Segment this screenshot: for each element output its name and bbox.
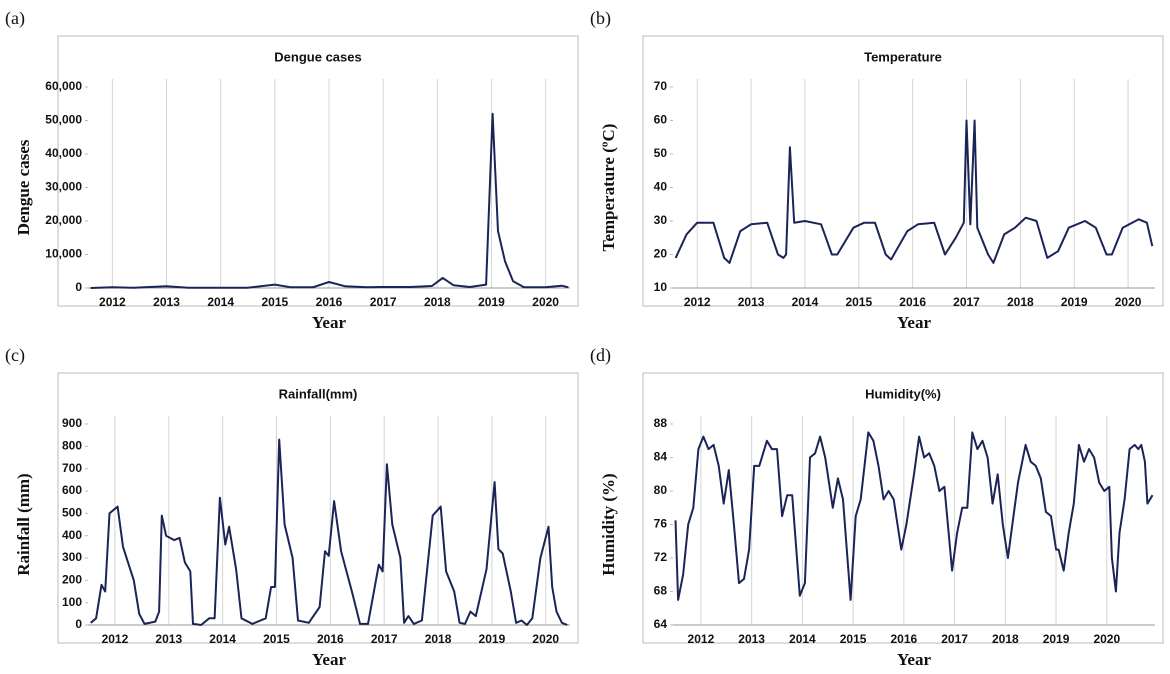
x-tick-label: 2017 xyxy=(941,632,968,646)
y-tick-label: 70 xyxy=(654,79,668,93)
y-tick-label: 60 xyxy=(654,113,668,127)
x-axis-title: Year xyxy=(897,650,931,669)
x-tick-label: 2019 xyxy=(1043,632,1070,646)
y-tick-label: 40,000 xyxy=(45,146,82,160)
x-tick-label: 2014 xyxy=(207,295,234,309)
data-line xyxy=(674,431,1154,601)
y-axis-title: Temperature (ºC) xyxy=(599,124,618,252)
y-tick-label: 800 xyxy=(62,439,82,453)
y-tick-label: 400 xyxy=(62,528,82,542)
y-tick-label: 50 xyxy=(654,146,668,160)
y-tick-label: 10,000 xyxy=(45,247,82,261)
panel-label: (d) xyxy=(590,345,611,366)
x-tick-label: 2018 xyxy=(1007,295,1034,309)
x-tick-label: 2013 xyxy=(155,632,182,646)
x-tick-label: 2015 xyxy=(261,295,288,309)
y-tick-label: 30,000 xyxy=(45,180,82,194)
x-tick-label: 2019 xyxy=(479,632,506,646)
panel-label: (a) xyxy=(5,8,25,29)
x-axis-title: Year xyxy=(897,313,931,332)
y-tick-label: 88 xyxy=(654,416,668,430)
y-tick-label: 68 xyxy=(654,584,668,598)
y-tick-label: 700 xyxy=(62,461,82,475)
x-tick-label: 2014 xyxy=(209,632,236,646)
y-axis-title: Rainfall (mm) xyxy=(14,473,33,575)
y-tick-label: 300 xyxy=(62,550,82,564)
x-tick-label: 2020 xyxy=(532,632,559,646)
y-tick-label: 40 xyxy=(654,180,668,194)
x-tick-label: 2018 xyxy=(424,295,451,309)
x-tick-label: 2013 xyxy=(738,295,765,309)
x-tick-label: 2019 xyxy=(1061,295,1088,309)
x-tick-label: 2020 xyxy=(1093,632,1120,646)
x-tick-label: 2014 xyxy=(792,295,819,309)
x-tick-label: 2012 xyxy=(684,295,711,309)
plot-frame xyxy=(57,35,579,307)
x-axis-title: Year xyxy=(312,650,346,669)
panel-label: (b) xyxy=(590,8,611,29)
y-tick-label: 100 xyxy=(62,595,82,609)
chart-title: Temperature xyxy=(864,49,942,64)
x-tick-label: 2017 xyxy=(371,632,398,646)
x-tick-label: 2015 xyxy=(263,632,290,646)
x-tick-label: 2019 xyxy=(478,295,505,309)
y-tick-label: 500 xyxy=(62,506,82,520)
x-tick-label: 2014 xyxy=(789,632,816,646)
y-tick-label: 60,000 xyxy=(45,79,82,93)
y-tick-label: 20 xyxy=(654,247,668,261)
y-tick-label: 200 xyxy=(62,573,82,587)
plot-frame xyxy=(57,372,579,644)
x-tick-label: 2012 xyxy=(102,632,129,646)
x-tick-label: 2015 xyxy=(840,632,867,646)
x-tick-label: 2016 xyxy=(899,295,926,309)
x-tick-label: 2012 xyxy=(99,295,126,309)
x-tick-label: 2016 xyxy=(316,295,343,309)
y-tick-label: 50,000 xyxy=(45,113,82,127)
chart-title: Dengue cases xyxy=(274,49,361,64)
y-tick-label: 76 xyxy=(654,517,668,531)
data-line xyxy=(674,119,1154,264)
y-axis-title: Dengue cases xyxy=(14,139,33,235)
x-axis-title: Year xyxy=(312,313,346,332)
y-tick-label: 72 xyxy=(654,550,668,564)
x-tick-label: 2015 xyxy=(845,295,872,309)
x-tick-label: 2018 xyxy=(425,632,452,646)
chart-title: Rainfall(mm) xyxy=(279,386,358,401)
y-tick-label: 0 xyxy=(75,280,82,294)
y-tick-label: 30 xyxy=(654,213,668,227)
y-tick-label: 600 xyxy=(62,483,82,497)
y-tick-label: 80 xyxy=(654,483,668,497)
chart-title: Humidity(%) xyxy=(865,386,941,401)
y-tick-label: 900 xyxy=(62,416,82,430)
plot-frame xyxy=(642,35,1164,307)
plot-frame xyxy=(642,372,1164,644)
x-tick-label: 2017 xyxy=(370,295,397,309)
y-tick-label: 20,000 xyxy=(45,213,82,227)
x-tick-label: 2018 xyxy=(992,632,1019,646)
y-tick-label: 84 xyxy=(654,450,668,464)
x-tick-label: 2016 xyxy=(891,632,918,646)
y-tick-label: 0 xyxy=(75,617,82,631)
y-axis-title: Humidity (%) xyxy=(599,473,618,575)
x-tick-label: 2020 xyxy=(532,295,559,309)
x-tick-label: 2013 xyxy=(153,295,180,309)
x-tick-label: 2012 xyxy=(688,632,715,646)
y-tick-label: 64 xyxy=(654,617,668,631)
y-tick-label: 10 xyxy=(654,280,668,294)
panel-label: (c) xyxy=(5,345,25,366)
data-line xyxy=(90,112,569,289)
x-tick-label: 2017 xyxy=(953,295,980,309)
x-tick-label: 2020 xyxy=(1115,295,1142,309)
x-tick-label: 2013 xyxy=(738,632,765,646)
x-tick-label: 2016 xyxy=(317,632,344,646)
data-line xyxy=(90,438,568,626)
